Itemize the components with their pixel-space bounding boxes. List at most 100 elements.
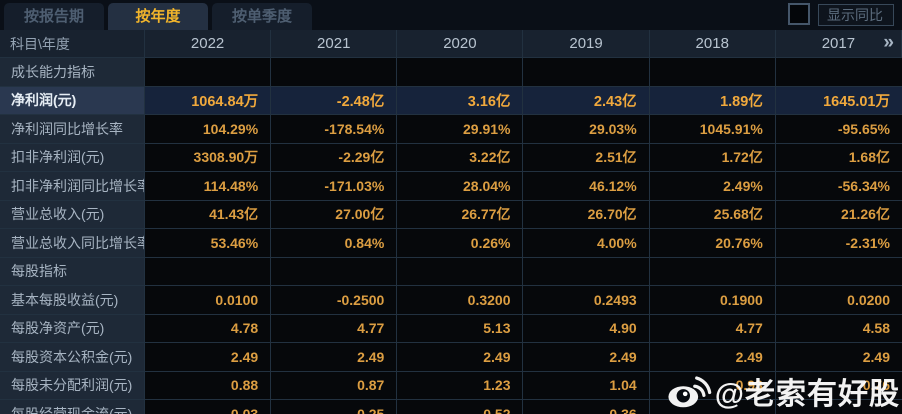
table-row[interactable]: 扣非净利润同比增长率 114.48% -171.03% 28.04% 46.12% 2.4… [0, 172, 902, 201]
cell-value: 1.89亿 [649, 86, 776, 115]
cell-value: 46.12% [523, 172, 650, 201]
table-row[interactable]: 净利润(元) 1064.84万 -2.48亿 3.16亿 2.43亿 1.89亿 1645.… [0, 86, 902, 115]
cell-value [271, 58, 398, 87]
cell-value: 20.76% [649, 229, 776, 258]
cell-value: 25.68亿 [649, 200, 776, 229]
cell-value: -2.29亿 [271, 143, 398, 172]
cell-value: -2.31% [775, 229, 902, 258]
cell-value: 1064.84万 [145, 86, 272, 115]
cell-value [649, 257, 776, 286]
cell-value: 2.49 [649, 343, 776, 372]
row-label: 扣非净利润同比增长率 [0, 172, 145, 201]
tab-single-quarter[interactable]: 按单季度 [212, 3, 312, 30]
cell-value: 5.13 [397, 314, 524, 343]
cell-value [523, 257, 650, 286]
cell-value: 3308.90万 [145, 143, 272, 172]
cell-value: 4.77 [649, 314, 776, 343]
row-label: 基本每股收益(元) [0, 286, 145, 315]
cell-value [523, 58, 650, 87]
cell-value: 26.77亿 [397, 200, 524, 229]
row-label: 每股未分配利润(元) [0, 371, 145, 400]
row-label: 成长能力指标 [0, 58, 145, 87]
cell-value: -171.03% [271, 172, 398, 201]
cell-value: 4.77 [271, 314, 398, 343]
cell-value [649, 58, 776, 87]
cell-value [775, 400, 902, 414]
row-label: 每股经营现金流(元) [0, 400, 145, 414]
cell-value [397, 257, 524, 286]
tab-annual[interactable]: 按年度 [108, 3, 208, 30]
cell-value: 0.1900 [649, 286, 776, 315]
table-body: 成长能力指标 净利润(元) 1064.84万 -2.48亿 3.16亿 2.43亿 1.89… [0, 58, 902, 414]
table-row[interactable]: 扣非净利润(元) 3308.90万 -2.29亿 3.22亿 2.51亿 1.72亿 1.6… [0, 143, 902, 172]
show-yoy-checkbox[interactable] [788, 3, 810, 25]
table-row[interactable]: 每股资本公积金(元) 2.49 2.49 2.49 2.49 2.49 2.49 [0, 343, 902, 372]
section-row: 成长能力指标 [0, 58, 902, 87]
cell-value: 0.2493 [523, 286, 650, 315]
row-label: 营业总收入(元) [0, 200, 145, 229]
cell-value [649, 400, 776, 414]
cell-value: 0.36 [523, 400, 650, 414]
cell-value: 4.58 [775, 314, 902, 343]
table-row[interactable]: 每股净资产(元) 4.78 4.77 5.13 4.90 4.77 4.58 [0, 314, 902, 343]
cell-value: 4.78 [145, 314, 272, 343]
cell-value [775, 257, 902, 286]
cell-value: 0.93 [649, 371, 776, 400]
table-row[interactable]: 每股经营现金流(元) 0.03 0.25 0.52 0.36 [0, 400, 902, 414]
table-row[interactable]: 基本每股收益(元) 0.0100 -0.2500 0.3200 0.2493 0.1900… [0, 286, 902, 315]
cell-value: 2.49 [523, 343, 650, 372]
cell-value [145, 58, 272, 87]
row-label: 营业总收入同比增长率 [0, 229, 145, 258]
cell-value [271, 257, 398, 286]
table-row[interactable]: 营业总收入(元) 41.43亿 27.00亿 26.77亿 26.70亿 25.68亿 21… [0, 200, 902, 229]
cell-value: -2.48亿 [271, 86, 398, 115]
cell-value: -0.2500 [271, 286, 398, 315]
cell-value: 28.04% [397, 172, 524, 201]
row-label: 扣非净利润(元) [0, 143, 145, 172]
cell-value: 53.46% [145, 229, 272, 258]
row-label: 每股资本公积金(元) [0, 343, 145, 372]
table-row[interactable]: 营业总收入同比增长率 53.46% 0.84% 0.26% 4.00% 20.76% -2.… [0, 229, 902, 258]
cell-value: 2.49 [271, 343, 398, 372]
table-row[interactable]: 每股未分配利润(元) 0.88 0.87 1.23 1.04 0.93 0.76 [0, 371, 902, 400]
cell-value: 1.68亿 [775, 143, 902, 172]
cell-value: 1.72亿 [649, 143, 776, 172]
show-yoy-button[interactable]: 显示同比 [818, 4, 894, 26]
row-label: 每股净资产(元) [0, 314, 145, 343]
cell-value: 3.22亿 [397, 143, 524, 172]
cell-value: 114.48% [145, 172, 272, 201]
table-header-row: 科目\年度 2022 2021 2020 2019 2018 2017» [0, 30, 902, 58]
cell-value: 104.29% [145, 115, 272, 144]
year-header-2020: 2020 [397, 30, 524, 58]
cell-value: -56.34% [775, 172, 902, 201]
year-header-2021: 2021 [271, 30, 398, 58]
financials-table: 科目\年度 2022 2021 2020 2019 2018 2017» 成长能力指标 净利… [0, 30, 902, 414]
cell-value: 4.00% [523, 229, 650, 258]
year-header-2018: 2018 [649, 30, 776, 58]
tab-bar: 按报告期 按年度 按单季度 显示同比 [0, 0, 902, 30]
cell-value: 2.49 [775, 343, 902, 372]
cell-value: 29.03% [523, 115, 650, 144]
cell-value: 2.49% [649, 172, 776, 201]
cell-value: 0.0100 [145, 286, 272, 315]
cell-value: 0.84% [271, 229, 398, 258]
cell-value: 0.26% [397, 229, 524, 258]
cell-value: 41.43亿 [145, 200, 272, 229]
cell-value: 1.04 [523, 371, 650, 400]
year-header-2017: 2017 [775, 30, 902, 58]
corner-header: 科目\年度 [0, 30, 145, 58]
cell-value: 3.16亿 [397, 86, 524, 115]
cell-value: 0.3200 [397, 286, 524, 315]
table-row[interactable]: 净利润同比增长率 104.29% -178.54% 29.91% 29.03% 1045.… [0, 115, 902, 144]
cell-value: 1.23 [397, 371, 524, 400]
cell-value: 29.91% [397, 115, 524, 144]
row-label: 每股指标 [0, 257, 145, 286]
cell-value: -178.54% [271, 115, 398, 144]
cell-value: 4.90 [523, 314, 650, 343]
cell-value [775, 58, 902, 87]
cell-value: 0.76 [775, 371, 902, 400]
tab-report-period[interactable]: 按报告期 [4, 3, 104, 30]
cell-value [145, 257, 272, 286]
more-columns-icon[interactable]: » [883, 32, 894, 53]
